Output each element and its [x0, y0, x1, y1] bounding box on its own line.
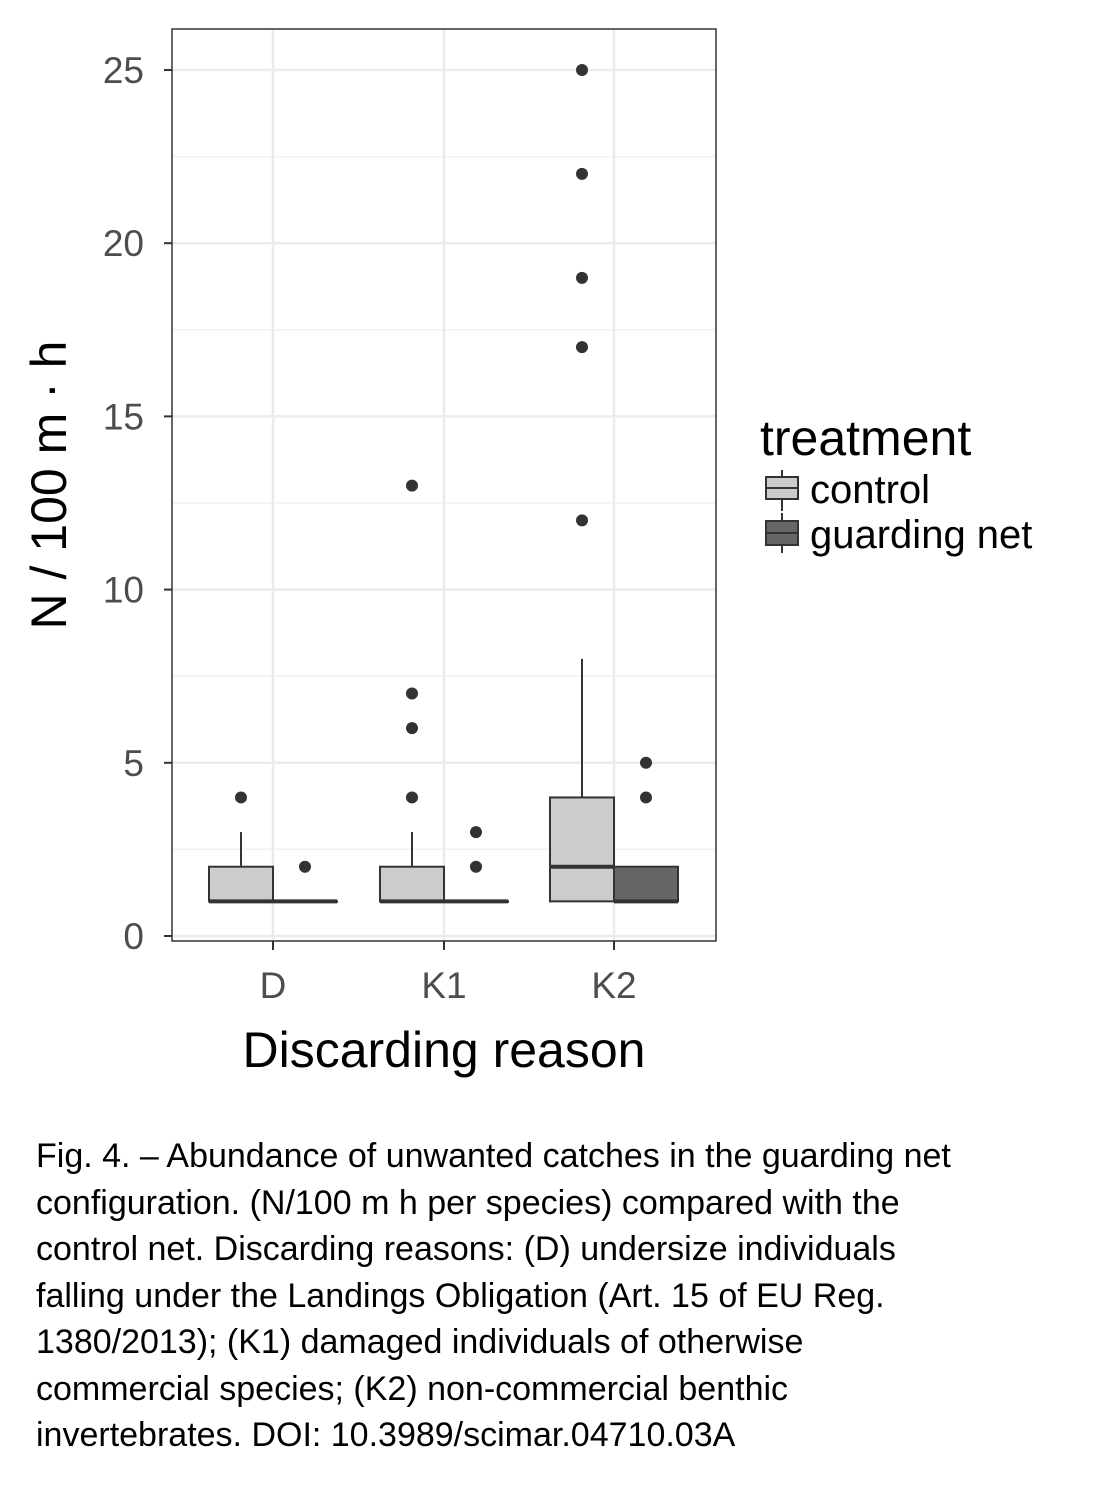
- y-tick-label: 0: [123, 916, 144, 957]
- y-tick-label: 20: [103, 223, 144, 264]
- box-control-K2: [549, 64, 615, 903]
- box-guarding-net-K1: [443, 826, 509, 904]
- box-body: [208, 865, 274, 903]
- x-tick-label: K2: [591, 965, 636, 1006]
- y-tick-label: 5: [123, 743, 144, 784]
- outlier-point: [576, 341, 588, 354]
- x-tick-label: D: [260, 965, 287, 1006]
- legend-key-control: [765, 470, 799, 511]
- outlier-point: [406, 687, 418, 700]
- outlier-point: [406, 479, 418, 492]
- box-control-D: [208, 791, 274, 904]
- legend-label-guarding-net: guarding net: [810, 513, 1032, 557]
- y-tick-label: 15: [103, 396, 144, 437]
- outlier-point: [576, 514, 588, 527]
- outlier-point: [470, 826, 482, 839]
- box-body: [549, 796, 615, 903]
- box-body: [613, 865, 679, 903]
- legend-label-control: control: [810, 468, 930, 512]
- caption-line: 1380/2013); (K1) damaged individuals of …: [36, 1323, 804, 1361]
- outlier-point: [576, 167, 588, 180]
- figure-caption: Fig. 4. – Abundance of unwanted catches …: [36, 1133, 1091, 1459]
- box-control-K1: [379, 479, 445, 904]
- caption-line: configuration. (N/100 m h per species) c…: [36, 1183, 900, 1222]
- outlier-point: [470, 860, 482, 873]
- outlier-point: [576, 64, 588, 76]
- outlier-point: [640, 756, 652, 769]
- outlier-point: [406, 722, 418, 735]
- boxplot-chart: 0 5 10 15 20 25 D K1 K2 Discarding reason N / 10…: [21, 28, 1032, 1078]
- caption-line: Fig. 4. – Abundance of unwanted catches …: [36, 1137, 951, 1175]
- caption-line: control net. Discarding reasons: (D) und…: [36, 1230, 896, 1268]
- caption-line: falling under the Landings Obligation (A…: [36, 1276, 885, 1315]
- axes: 0 5 10 15 20 25 D K1 K2: [103, 50, 637, 1006]
- outlier-point: [406, 791, 418, 804]
- caption-line: commercial species; (K2) non-commercial …: [36, 1369, 789, 1408]
- x-tick-label: K1: [421, 965, 466, 1006]
- grid-lines: [172, 29, 716, 941]
- box-layer: [208, 64, 679, 904]
- legend-key-guarding-net: [765, 513, 799, 553]
- outlier-point: [640, 791, 652, 804]
- y-tick-label: 25: [103, 50, 144, 91]
- box-guarding-net-K2: [613, 756, 679, 904]
- box-guarding-net-D: [272, 860, 338, 904]
- outlier-point: [235, 791, 247, 804]
- legend: treatment control guarding net: [760, 410, 1032, 557]
- x-axis-title: Discarding reason: [243, 1022, 646, 1078]
- legend-title: treatment: [760, 410, 971, 466]
- y-tick-label: 10: [103, 570, 144, 611]
- y-axis-title: N / 100 m · h: [21, 341, 77, 630]
- outlier-point: [576, 271, 588, 284]
- outlier-point: [299, 860, 311, 873]
- caption-line: invertebrates. DOI: 10.3989/scimar.04710…: [36, 1416, 736, 1454]
- box-body: [379, 865, 445, 903]
